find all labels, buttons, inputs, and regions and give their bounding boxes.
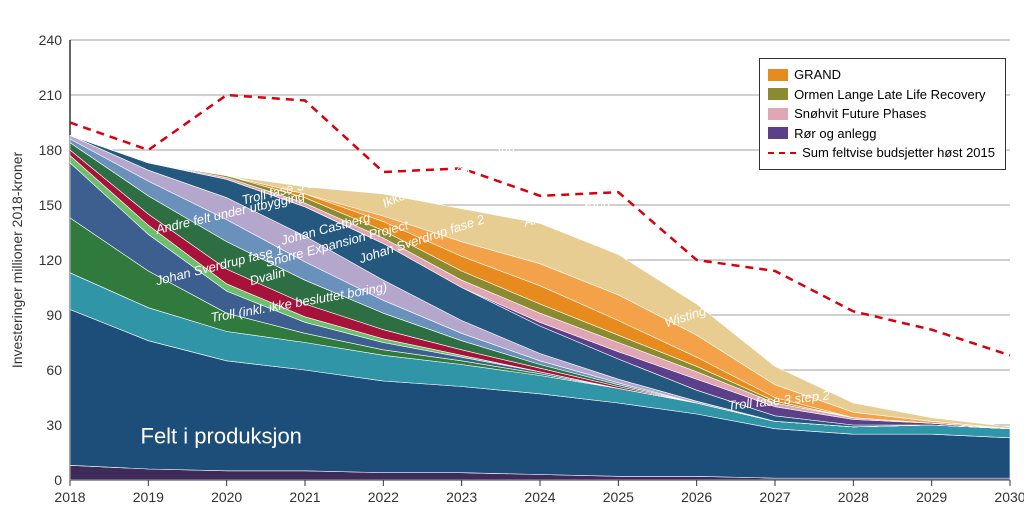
x-tick-label: 2024 (524, 489, 555, 505)
x-tick-label: 2018 (54, 489, 85, 505)
legend-swatch (768, 108, 788, 120)
legend-item: Snøhvit Future Phases (768, 104, 995, 124)
x-tick-label: 2026 (681, 489, 712, 505)
x-tick-label: 2023 (446, 489, 477, 505)
legend-label: Ormen Lange Late Life Recovery (794, 85, 986, 105)
y-tick-label: 90 (46, 307, 62, 323)
y-tick-label: 210 (39, 87, 63, 103)
legend-swatch (768, 88, 788, 100)
legend-item: Rør og anlegg (768, 124, 995, 144)
y-tick-label: 60 (46, 362, 62, 378)
x-tick-label: 2029 (916, 489, 947, 505)
legend-label: GRAND (794, 65, 841, 85)
legend-item: Sum feltvise budsjetter høst 2015 (768, 143, 995, 163)
legend-label: Sum feltvise budsjetter høst 2015 (802, 143, 995, 163)
area-label: Andre nye funn (521, 194, 611, 230)
y-tick-label: 150 (39, 197, 63, 213)
legend-item: Ormen Lange Late Life Recovery (768, 85, 995, 105)
x-tick-label: 2030 (994, 489, 1024, 505)
x-tick-label: 2027 (759, 489, 790, 505)
x-tick-label: 2020 (211, 489, 242, 505)
y-axis-label: Investeringer millioner 2018-kroner (9, 152, 25, 369)
y-tick-label: 30 (46, 417, 62, 433)
legend-dash-swatch (768, 147, 796, 159)
chart-legend: GRAND Ormen Lange Late Life Recovery Snø… (759, 58, 1006, 170)
x-tick-label: 2022 (368, 489, 399, 505)
legend-item: GRAND (768, 65, 995, 85)
y-tick-label: 0 (54, 472, 62, 488)
legend-swatch (768, 69, 788, 81)
y-tick-label: 240 (39, 32, 63, 48)
x-tick-label: 2025 (603, 489, 634, 505)
y-tick-label: 180 (39, 142, 63, 158)
stacked-area-chart: 2018 2019 2020 2021 2022 2023 2024 2025 2026 2027… (0, 0, 1024, 521)
x-tick-label: 2019 (133, 489, 164, 505)
y-tick-label: 120 (39, 252, 63, 268)
legend-swatch (768, 127, 788, 139)
x-tick-label: 2028 (838, 489, 869, 505)
legend-label: Snøhvit Future Phases (794, 104, 926, 124)
area-label: Felt i produksjon (141, 423, 302, 448)
x-tick-label: 2021 (289, 489, 320, 505)
legend-label: Rør og anlegg (794, 124, 876, 144)
